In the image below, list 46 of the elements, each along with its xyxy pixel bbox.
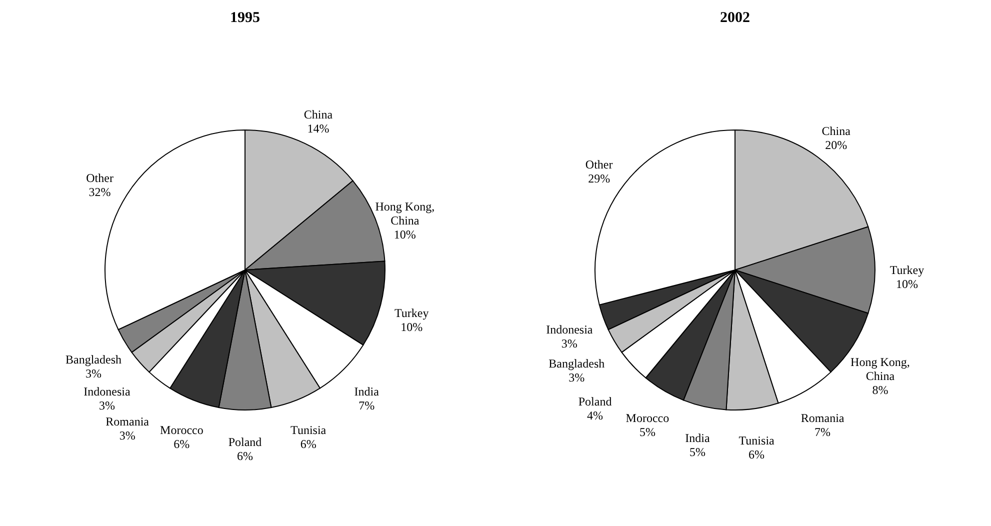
chart-title: 1995 bbox=[230, 10, 260, 26]
data-label: 6% bbox=[300, 436, 316, 451]
data-label: 3% bbox=[86, 366, 102, 381]
data-label: 5% bbox=[689, 444, 706, 459]
data-label: 6% bbox=[174, 436, 190, 451]
data-label: 14% bbox=[307, 121, 330, 136]
slice-label: China bbox=[822, 124, 852, 138]
data-label: 10% bbox=[400, 320, 423, 334]
slice-label: Tunisia bbox=[738, 434, 776, 448]
slice-label: Poland bbox=[228, 435, 262, 449]
slice-label: Other bbox=[86, 170, 114, 185]
slice-label: Turkey bbox=[394, 306, 429, 320]
data-label: 5% bbox=[639, 425, 656, 440]
slice-label: Romania bbox=[106, 414, 150, 429]
data-label: 6% bbox=[748, 448, 765, 462]
slice-label: Hong Kong, China bbox=[850, 355, 910, 384]
data-label: 3% bbox=[119, 428, 136, 443]
slice-label: Romania bbox=[800, 411, 845, 426]
slice-label: India bbox=[685, 430, 710, 445]
slice-label: Hong Kong, China bbox=[375, 200, 435, 228]
data-label: 4% bbox=[587, 408, 604, 422]
data-label: 10% bbox=[896, 277, 918, 291]
chart-title: 2002 bbox=[720, 10, 750, 26]
data-label: 3% bbox=[568, 370, 585, 385]
data-label: 10% bbox=[394, 228, 416, 242]
data-label: 3% bbox=[98, 398, 115, 413]
data-label: 6% bbox=[237, 449, 253, 463]
data-label: 29% bbox=[588, 172, 610, 186]
data-label: 8% bbox=[872, 383, 888, 398]
slice-label: Tunisia bbox=[290, 422, 327, 437]
data-label: 7% bbox=[358, 398, 375, 413]
slice-label: Morocco bbox=[626, 411, 670, 426]
data-label: 20% bbox=[825, 138, 848, 152]
slice-label: Indonesia bbox=[546, 322, 594, 337]
slice-label: China bbox=[304, 107, 334, 122]
slice-label: Other bbox=[585, 158, 613, 172]
slice-label: Poland bbox=[578, 394, 612, 408]
slice-label: Bangladesh bbox=[548, 356, 605, 371]
data-label: 32% bbox=[88, 184, 111, 199]
slice-label: Indonesia bbox=[84, 384, 131, 399]
data-label: 7% bbox=[814, 425, 831, 440]
slice-label: Bangladesh bbox=[66, 352, 122, 367]
slice-label: Turkey bbox=[890, 263, 924, 277]
slice-label: India bbox=[354, 384, 380, 399]
data-label: 3% bbox=[561, 336, 578, 351]
slice-label: Morocco bbox=[160, 422, 204, 437]
